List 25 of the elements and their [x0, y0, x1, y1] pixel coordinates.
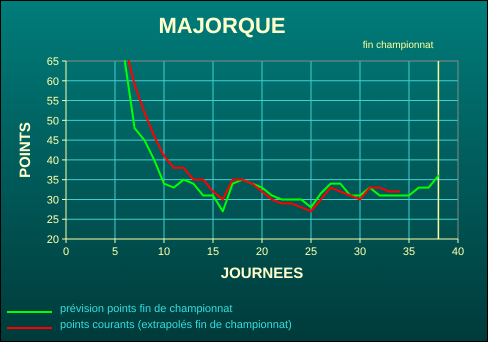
- y-tick-label: 25: [46, 214, 59, 226]
- chart-title: MAJORQUE: [158, 13, 286, 38]
- y-tick-label: 45: [46, 135, 59, 148]
- y-tick-label: 50: [46, 115, 59, 128]
- x-tick-label: 25: [304, 246, 318, 258]
- y-axis-title: POINTS: [17, 122, 34, 178]
- y-tick-label: 65: [46, 56, 59, 68]
- legend-label: points courants (extrapolés fin de championnat): [60, 319, 292, 331]
- y-tick-label: 40: [46, 154, 59, 167]
- x-axis-title: JOURNEES: [220, 265, 304, 282]
- y-tick-label: 20: [46, 234, 59, 246]
- legend-label: prévision points fin de championnat: [60, 303, 232, 315]
- x-tick-label: 15: [206, 246, 220, 258]
- ref-line-label: fin championnat: [362, 40, 434, 51]
- x-tick-label: 40: [452, 246, 464, 258]
- x-tick-label: 20: [256, 246, 268, 258]
- x-tick-label: 30: [354, 246, 366, 258]
- y-tick-label: 55: [46, 96, 59, 108]
- y-tick-label: 60: [46, 76, 59, 88]
- x-tick-label: 10: [158, 246, 170, 258]
- x-tick-label: 0: [62, 246, 70, 258]
- y-tick-label: 35: [46, 174, 59, 187]
- x-tick-label: 35: [402, 246, 416, 258]
- y-tick-label: 30: [46, 194, 59, 206]
- x-tick-label: 5: [112, 246, 118, 258]
